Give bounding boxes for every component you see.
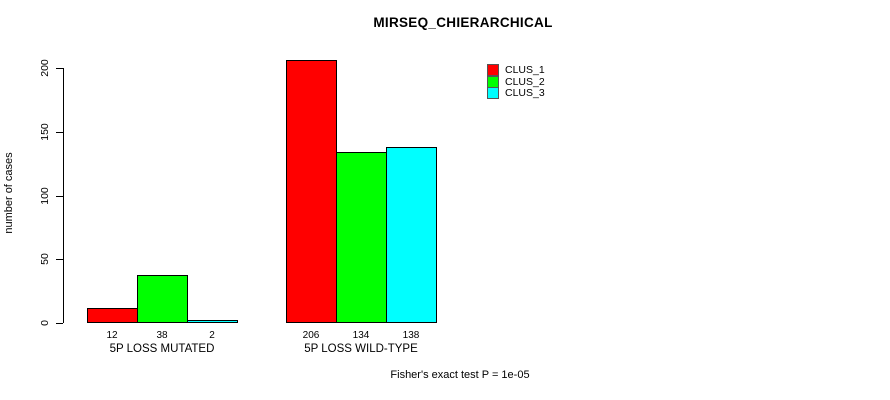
legend-label: CLUS_1 bbox=[505, 64, 545, 77]
legend-item-clus_1: CLUS_1 bbox=[487, 64, 545, 77]
legend-item-clus_3: CLUS_3 bbox=[487, 87, 545, 100]
legend: CLUS_1 CLUS_2 CLUS_3 bbox=[487, 64, 545, 100]
legend-swatch-icon bbox=[487, 87, 499, 100]
bar-value-label: 38 bbox=[156, 330, 168, 341]
y-tick bbox=[56, 259, 63, 260]
bar-clus_1-2 bbox=[286, 60, 337, 323]
bar-value-label: 134 bbox=[352, 330, 370, 341]
y-tick-label: 0 bbox=[39, 320, 51, 326]
y-tick bbox=[56, 323, 63, 324]
y-axis-line bbox=[63, 68, 64, 323]
legend-item-clus_2: CLUS_2 bbox=[487, 75, 545, 88]
x-category-label: 5P LOSS WILD-TYPE bbox=[304, 343, 418, 355]
bar-value-label: 206 bbox=[302, 330, 320, 341]
y-tick bbox=[56, 68, 63, 69]
y-tick-label: 150 bbox=[39, 123, 51, 141]
bar-value-label: 138 bbox=[402, 330, 420, 341]
bar-value-label: 12 bbox=[106, 330, 118, 341]
bar-clus_2-2 bbox=[336, 152, 387, 323]
bar-clus_2-1 bbox=[137, 275, 188, 323]
legend-swatch-icon bbox=[487, 64, 499, 77]
bar-clus_3-1 bbox=[187, 320, 238, 323]
legend-label: CLUS_2 bbox=[505, 75, 545, 88]
y-tick-label: 100 bbox=[39, 187, 51, 205]
footer-annotation: Fisher's exact test P = 1e-05 bbox=[390, 369, 530, 381]
y-tick-label: 50 bbox=[39, 253, 51, 265]
bar-value-label: 2 bbox=[209, 330, 215, 341]
y-tick-label: 200 bbox=[39, 59, 51, 77]
bar-clus_3-2 bbox=[386, 147, 437, 323]
y-tick bbox=[56, 132, 63, 133]
chart-title: MIRSEQ_CHIERARCHICAL bbox=[373, 15, 553, 30]
bar-clus_1-1 bbox=[87, 308, 138, 323]
y-tick bbox=[56, 196, 63, 197]
legend-label: CLUS_3 bbox=[505, 87, 545, 100]
legend-swatch-icon bbox=[487, 75, 499, 88]
x-category-label: 5P LOSS MUTATED bbox=[109, 343, 215, 355]
